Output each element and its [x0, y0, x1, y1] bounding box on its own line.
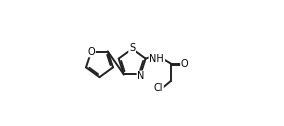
- Text: O: O: [87, 46, 95, 57]
- Text: O: O: [181, 59, 189, 69]
- Text: NH: NH: [149, 54, 164, 64]
- Text: S: S: [129, 43, 135, 53]
- Text: N: N: [137, 71, 145, 81]
- Text: Cl: Cl: [154, 83, 163, 93]
